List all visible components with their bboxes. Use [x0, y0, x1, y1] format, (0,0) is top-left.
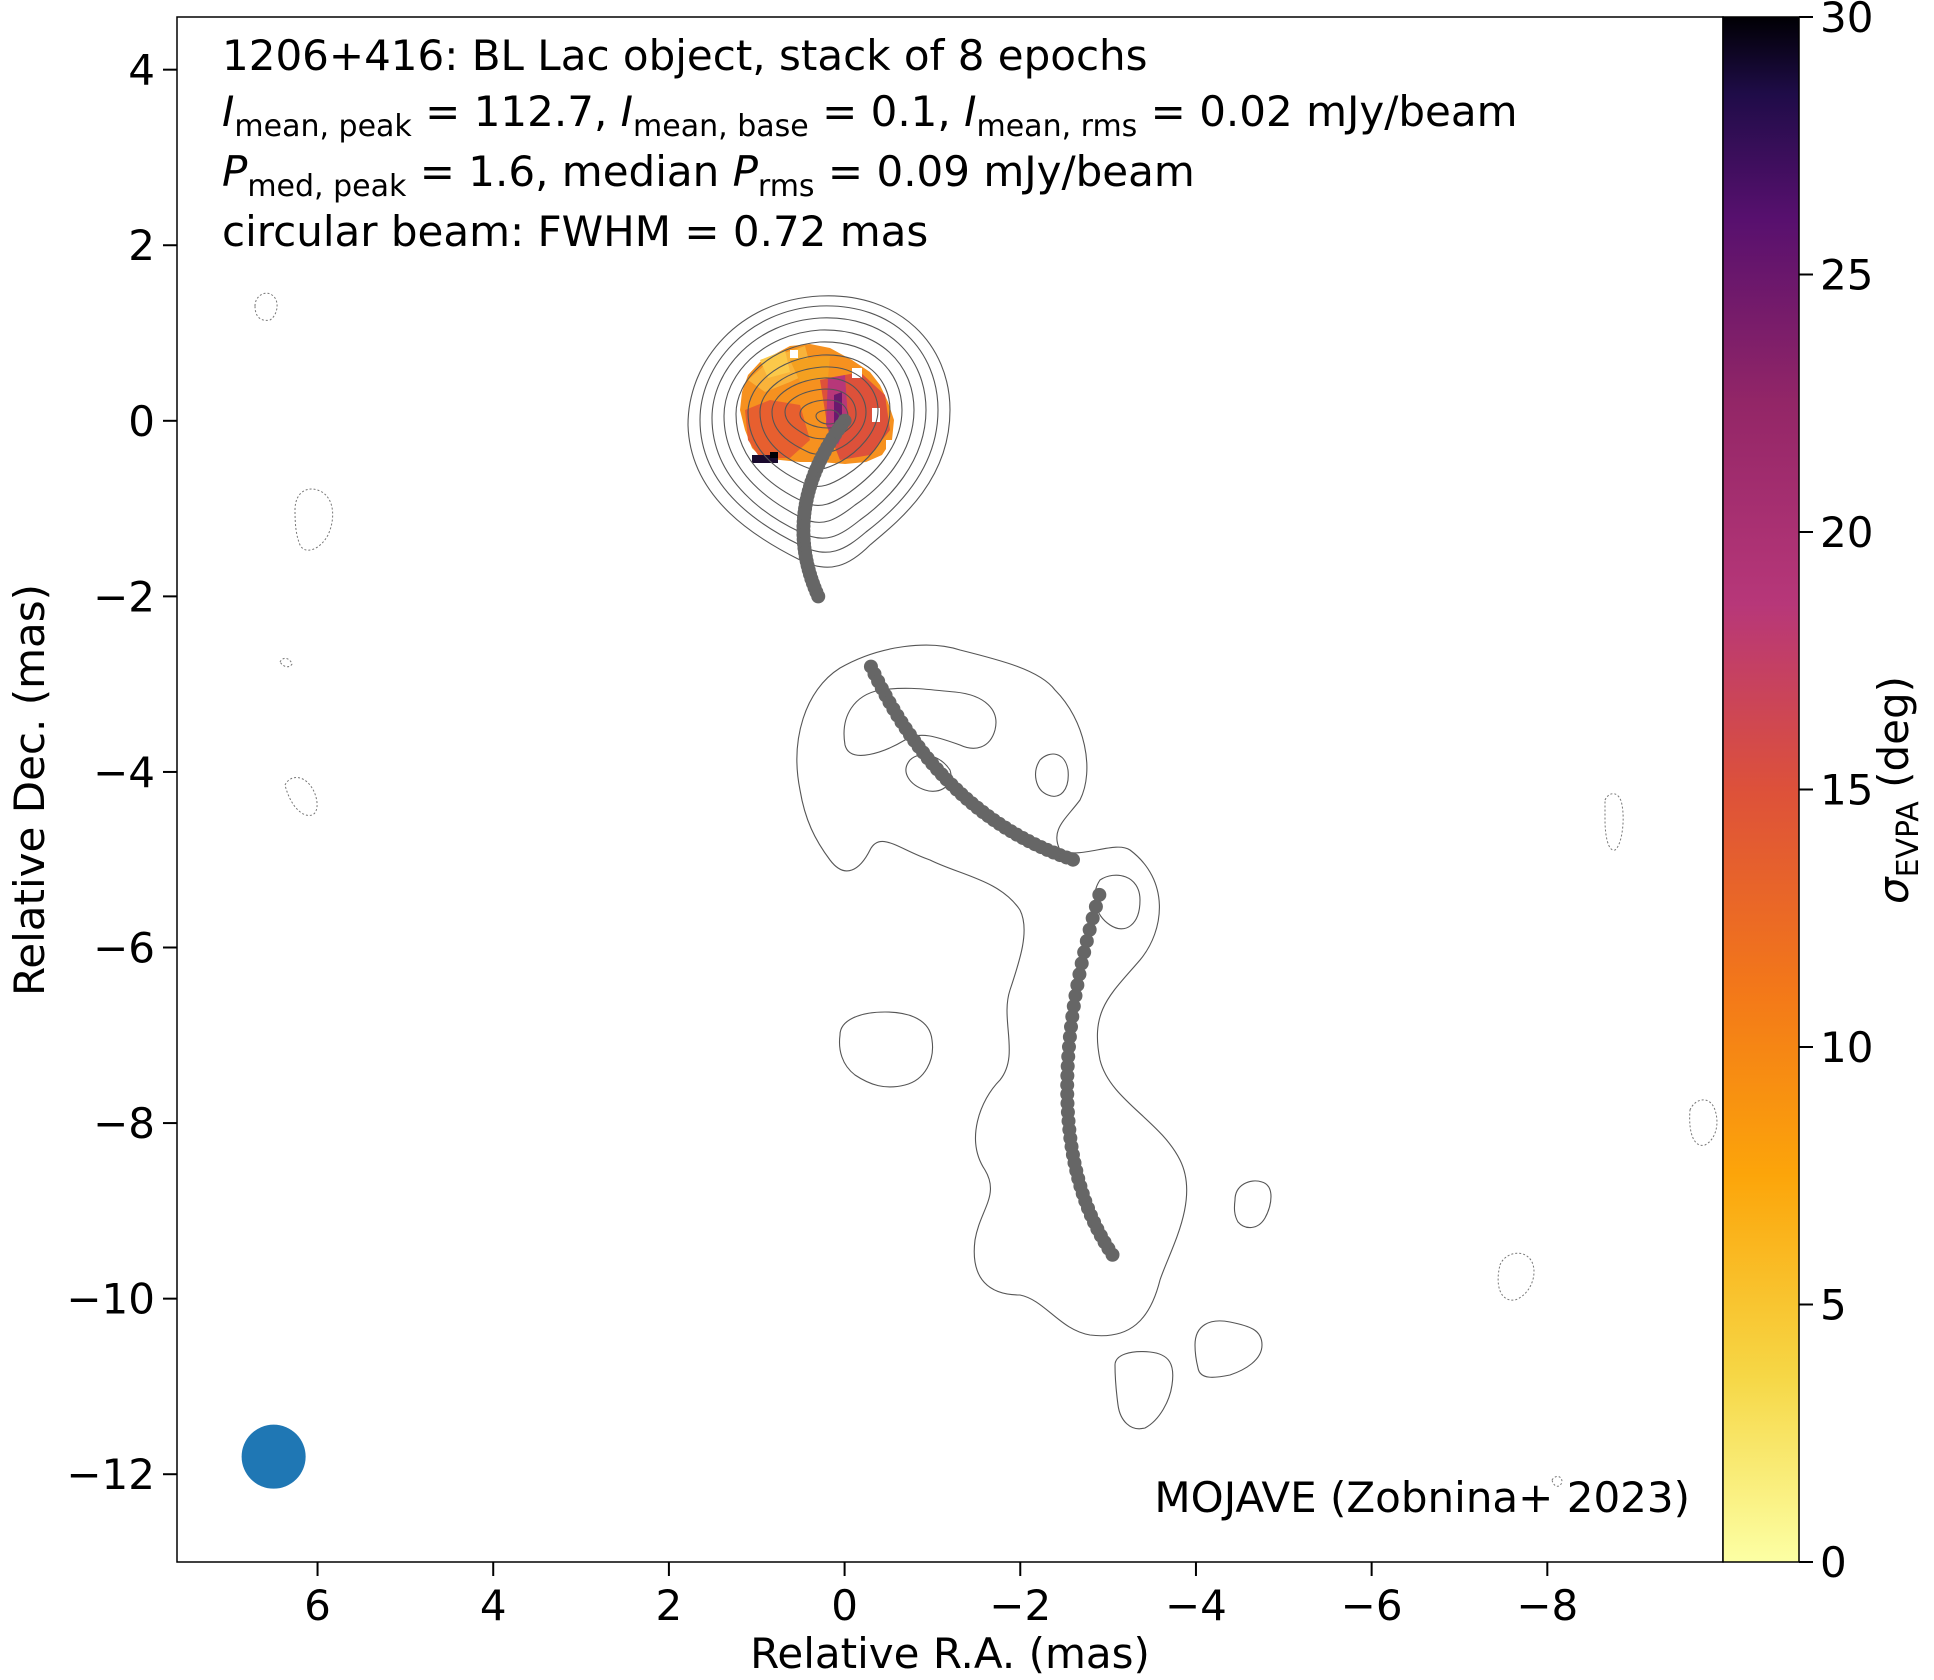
track-point [1092, 887, 1107, 902]
y-tick-label: −2 [93, 572, 155, 621]
track-point [1065, 852, 1080, 867]
y-tick-label: −12 [66, 1450, 155, 1499]
track-point [1065, 1009, 1080, 1024]
x-tick-label: −4 [1165, 1581, 1227, 1630]
colorbar-ticks: 0 5 10 15 20 25 30 [1799, 0, 1873, 1587]
x-axis-label: Relative R.A. (mas) [750, 1629, 1150, 1678]
y-tick-label: 0 [128, 397, 155, 446]
credit-annotation: MOJAVE (Zobnina+ 2023) [1154, 1473, 1690, 1522]
y-tick-label: −4 [93, 748, 155, 797]
y-tick-label: 2 [128, 221, 155, 270]
colorbar-tick-label: 20 [1820, 508, 1873, 557]
track-point [1072, 967, 1087, 982]
y-tick-label: −10 [66, 1275, 155, 1324]
x-tick-label: −2 [989, 1581, 1051, 1630]
track-point [1070, 978, 1085, 993]
track-point [1105, 1247, 1120, 1262]
title-block: 1206+416: BL Lac object, stack of 8 epoc… [222, 31, 1518, 256]
x-tick-label: 0 [831, 1581, 858, 1630]
track-point [1066, 999, 1081, 1014]
colorbar [1722, 16, 1800, 1563]
colorbar-tick-label: 30 [1820, 0, 1873, 42]
colorbar-tick-label: 0 [1820, 1538, 1847, 1587]
track-point [811, 589, 826, 604]
title-line-1: 1206+416: BL Lac object, stack of 8 epoc… [222, 31, 1148, 80]
negative-contours [254, 292, 1718, 1487]
intensity-contours-core [687, 295, 951, 568]
colorbar-tick-label: 15 [1820, 766, 1873, 815]
x-tick-label: −8 [1516, 1581, 1578, 1630]
x-tick-label: 6 [304, 1581, 331, 1630]
x-tick-label: 4 [480, 1581, 507, 1630]
track-point [1079, 934, 1094, 949]
track-point [1082, 922, 1097, 937]
track-point [1077, 945, 1092, 960]
x-tick-label: −6 [1341, 1581, 1403, 1630]
trajectory-points [796, 413, 1120, 1262]
colorbar-tick-label: 25 [1820, 251, 1873, 300]
track-point [1068, 988, 1083, 1003]
y-axis-ticks: 4 2 0 −2 −4 −6 −8 −10 −12 [66, 46, 177, 1499]
title-line-3: Pmed, peak = 1.6, median Prms = 0.09 mJy… [222, 147, 1195, 204]
track-point [1085, 911, 1100, 926]
colorbar-label: σEVPA (deg) [1869, 676, 1926, 904]
beam-ellipse [241, 1424, 306, 1489]
y-tick-label: −8 [93, 1099, 155, 1148]
title-line-2: Imean, peak = 112.7, Imean, base = 0.1, … [222, 87, 1518, 144]
x-tick-label: 2 [656, 1581, 683, 1630]
track-point [1088, 899, 1103, 914]
track-point [1074, 956, 1089, 971]
y-tick-label: 4 [128, 46, 155, 95]
colorbar-tick-label: 5 [1820, 1281, 1847, 1330]
colorbar-tick-label: 10 [1820, 1023, 1873, 1072]
x-axis-ticks: 6 4 2 0 −2 −4 −6 −8 [304, 1562, 1578, 1630]
y-axis-label: Relative Dec. (mas) [5, 584, 54, 996]
y-tick-label: −6 [93, 924, 155, 973]
title-line-4: circular beam: FWHM = 0.72 mas [222, 207, 928, 256]
